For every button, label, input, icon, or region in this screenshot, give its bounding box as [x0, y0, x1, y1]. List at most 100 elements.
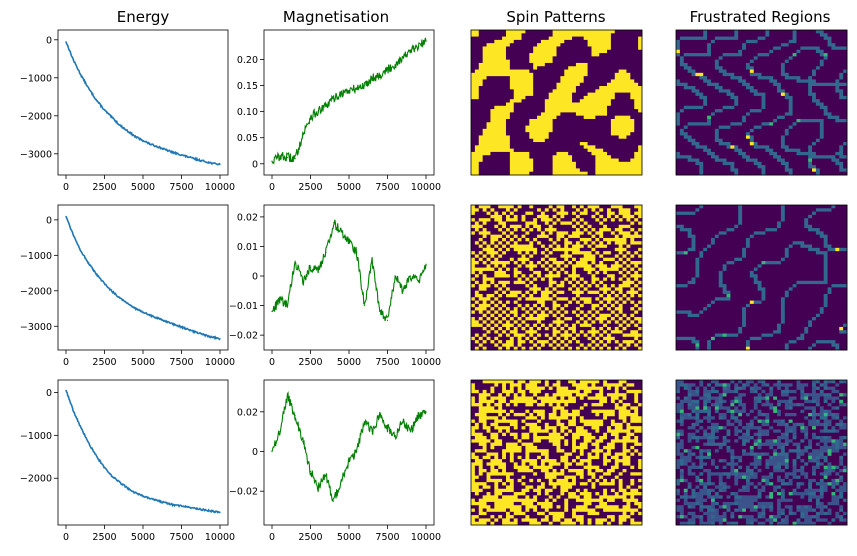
heatmap-cell [568, 122, 573, 126]
heatmap-cell [823, 109, 828, 113]
heatmap-cell [777, 168, 782, 173]
heatmap-cell [579, 135, 585, 140]
data-point [417, 281, 419, 283]
heatmap-cell [753, 33, 759, 37]
heatmap-cell [695, 43, 700, 47]
heatmap-cell [595, 43, 600, 47]
heatmap-cell [753, 72, 759, 77]
heatmap-cell [777, 36, 782, 41]
heatmap-cell [505, 168, 511, 173]
heatmap-cell [517, 241, 522, 245]
heatmap-cell [564, 241, 569, 245]
heatmap-cell [812, 155, 817, 159]
heatmap-cell [591, 59, 596, 64]
heatmap-cell [676, 62, 681, 67]
heatmap-cell [525, 66, 530, 70]
heatmap-cell [537, 79, 542, 84]
heatmap-cell [568, 118, 573, 123]
heatmap-cell [788, 30, 793, 34]
heatmap-cell [699, 138, 704, 143]
heatmap-cell [622, 138, 627, 143]
heatmap-cell [482, 89, 487, 94]
heatmap-cell [634, 205, 639, 209]
heatmap-cell [587, 86, 592, 90]
heatmap-cell [707, 56, 712, 61]
heatmap-cell [614, 86, 620, 90]
heatmap-cell [734, 49, 739, 54]
heatmap-cell [734, 30, 739, 34]
heatmap-cell [556, 53, 561, 57]
heatmap-cell [765, 171, 770, 176]
heatmap-cell [568, 257, 573, 262]
heatmap-cell [552, 30, 557, 34]
heatmap-cell [634, 155, 639, 159]
heatmap-cell [784, 39, 790, 44]
heatmap-cell [490, 125, 495, 130]
heatmap-cell [626, 251, 631, 255]
heatmap-cell [827, 109, 832, 113]
heatmap-cell [482, 99, 487, 103]
heatmap-cell [490, 102, 495, 107]
heatmap-cell [505, 221, 511, 226]
heatmap-cell [843, 56, 848, 61]
heatmap-cell [765, 79, 770, 84]
heatmap-cell [513, 115, 519, 120]
heatmap-cell [634, 257, 639, 262]
heatmap-cell [599, 270, 604, 275]
data-point [196, 158, 198, 161]
heatmap-cell [478, 86, 484, 90]
heatmap-cell [548, 30, 554, 34]
heatmap-cell [494, 247, 499, 252]
data-point [103, 109, 106, 111]
heatmap-cell [544, 251, 550, 255]
heatmap-cell [730, 30, 735, 34]
heatmap-cell [509, 36, 515, 41]
heatmap-cell [823, 69, 828, 74]
heatmap-cell [498, 145, 503, 150]
heatmap-cell [618, 46, 623, 51]
heatmap-cell [517, 218, 522, 222]
heatmap-cell [745, 122, 751, 126]
heatmap-cell [490, 89, 495, 94]
heatmap-cell [792, 72, 797, 77]
heatmap-cell [529, 254, 534, 259]
heatmap-cell [827, 102, 832, 107]
heatmap-cell [753, 102, 759, 107]
heatmap-cell [761, 165, 766, 169]
heatmap-cell [603, 89, 608, 94]
heatmap-cell [796, 138, 801, 143]
heatmap-cell [618, 208, 623, 212]
heatmap-cell [823, 46, 828, 51]
heatmap-cell [490, 66, 495, 70]
heatmap-cell [630, 270, 635, 275]
heatmap-cell [474, 145, 480, 150]
heatmap-cell [568, 66, 573, 70]
heatmap-cell [521, 261, 526, 265]
heatmap-cell [603, 72, 608, 77]
heatmap-cell [474, 138, 480, 143]
heatmap-cell [676, 138, 681, 143]
heatmap-cell [714, 109, 720, 113]
heatmap-cell [533, 205, 538, 209]
heatmap-cell [490, 69, 495, 74]
heatmap-cell [540, 105, 546, 110]
heatmap-cell [630, 30, 635, 34]
heatmap-cell [796, 53, 801, 57]
heatmap-cell [502, 161, 507, 166]
heatmap-cell [638, 59, 643, 64]
heatmap-cell [819, 30, 825, 34]
heatmap-cell [714, 95, 720, 100]
heatmap-cell [626, 59, 631, 64]
heatmap-cell [614, 165, 620, 169]
heatmap-cell [638, 76, 643, 80]
data-point [333, 222, 335, 224]
heatmap-cell [517, 128, 522, 133]
heatmap-cell [482, 128, 487, 133]
heatmap-cell [482, 59, 487, 64]
heatmap-cell [490, 161, 495, 166]
heatmap-cell [552, 33, 557, 37]
heatmap-cell [679, 148, 685, 153]
heatmap-cell [699, 171, 704, 176]
heatmap-cell [734, 148, 739, 153]
